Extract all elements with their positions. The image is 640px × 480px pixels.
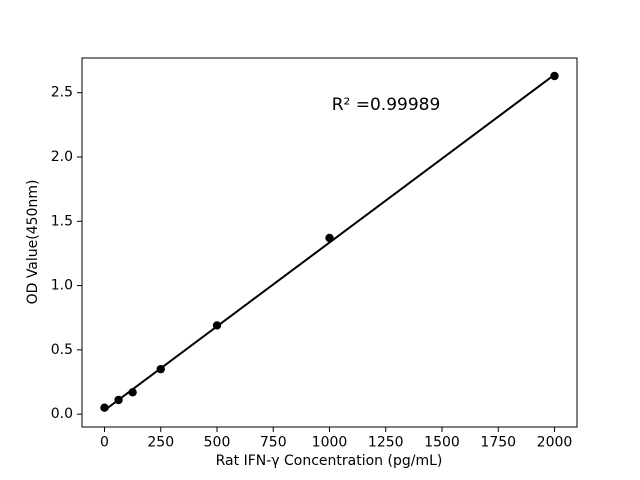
- x-tick-label: 1500: [424, 435, 460, 451]
- y-tick-label: 1.5: [51, 213, 73, 229]
- y-tick-label: 0.0: [51, 406, 73, 422]
- x-tick-label: 1250: [368, 435, 404, 451]
- y-tick-label: 1.0: [51, 278, 73, 294]
- data-point: [114, 395, 123, 405]
- x-axis-label: Rat IFN-γ Concentration (pg/mL): [215, 453, 443, 469]
- data-point: [156, 364, 165, 374]
- y-tick-label: 0.5: [51, 342, 73, 358]
- x-tick-label: 2000: [537, 435, 573, 451]
- y-tick-label: 2.0: [51, 149, 73, 165]
- fit-line: [103, 73, 556, 412]
- x-tick-label: 750: [260, 435, 287, 451]
- data-point: [100, 403, 109, 412]
- data-point: [212, 321, 222, 330]
- r-squared-annotation: R² =0.99989: [331, 95, 441, 115]
- data-point: [325, 233, 334, 243]
- data-point: [128, 388, 137, 397]
- y-axis-label: OD Value(450nm): [25, 179, 41, 305]
- data-point: [550, 71, 559, 81]
- x-tick-label: 500: [204, 435, 231, 451]
- y-tick-label: 2.5: [51, 85, 73, 101]
- x-tick-label: 1000: [312, 435, 348, 451]
- x-tick-label: 0: [100, 435, 109, 451]
- x-tick-label: 250: [147, 435, 174, 451]
- x-tick-label: 1750: [480, 435, 516, 451]
